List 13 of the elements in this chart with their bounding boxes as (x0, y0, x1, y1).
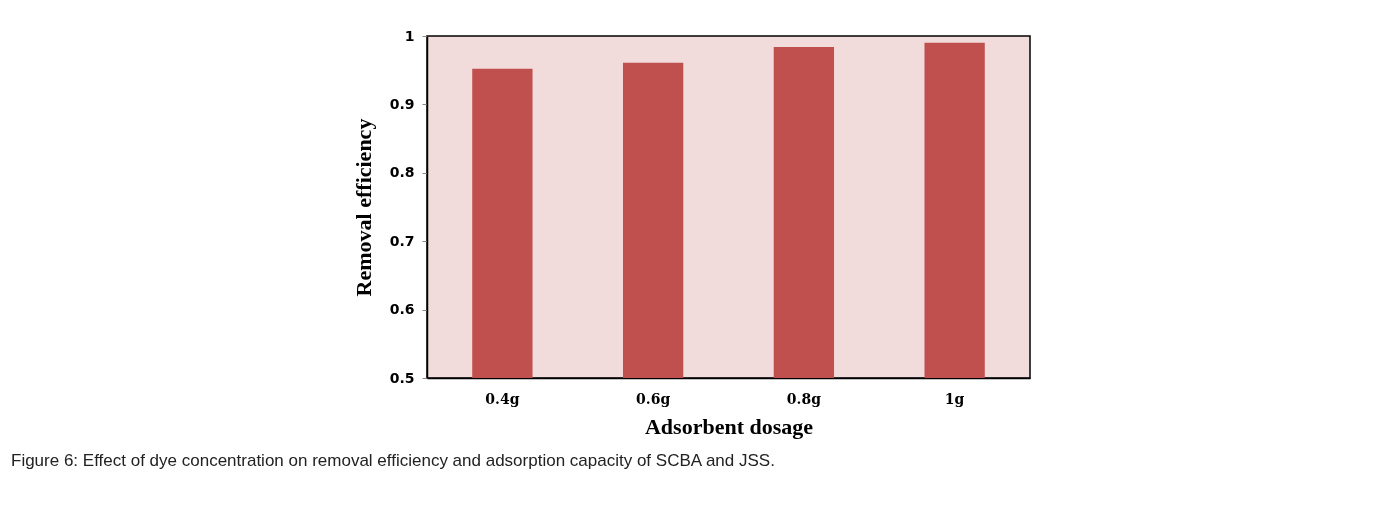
y-tick-label: 0.8 (389, 164, 415, 181)
y-tick-label: 1 (404, 27, 415, 44)
y-axis-title: Removal efficiency (350, 118, 376, 297)
x-axis-title: Adsorbent dosage (644, 413, 814, 439)
x-tick-label: 0.4g (485, 390, 520, 407)
x-tick-label: 0.6g (636, 390, 671, 407)
x-tick-label: 0.8g (786, 390, 822, 407)
y-tick-label: 0.6 (389, 301, 415, 318)
caption: Figure 6: Effect of dye concentration on removal efficiency and adsorption capacity of SCBA and JSS. (11, 451, 775, 470)
y-tick-label: 0.7 (389, 232, 415, 249)
y-tick-label: 0.9 (389, 95, 415, 112)
x-tick-label: 1g (944, 390, 965, 407)
y-tick-label: 0.5 (389, 369, 415, 386)
